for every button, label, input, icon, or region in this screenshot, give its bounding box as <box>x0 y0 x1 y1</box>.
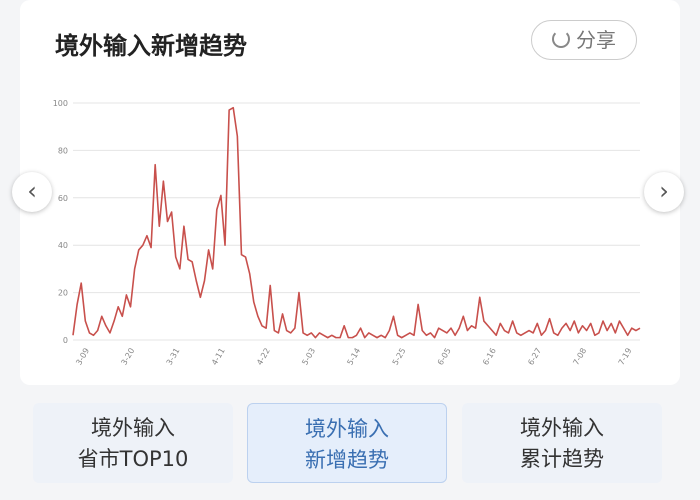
x-tick-label: 3-09 <box>74 347 91 367</box>
next-button[interactable]: › <box>644 172 684 212</box>
tab[interactable]: 境外输入省市TOP10 <box>33 403 233 483</box>
tab-line: 境外输入 <box>305 417 389 441</box>
chart: 0 20 40 60 80 100 3-09 3-20 3-31 4-11 4-22 5-03 5-14… <box>53 99 641 367</box>
x-tick-label: 5-25 <box>391 347 408 367</box>
x-tick-label: 4-11 <box>210 347 227 367</box>
line <box>72 106 641 339</box>
y-tick-label: 20 <box>58 289 68 298</box>
y-tick-label: 100 <box>53 99 68 108</box>
tab-line: 新增趋势 <box>305 448 389 472</box>
x-tick-label: 6-16 <box>481 347 498 367</box>
tab[interactable]: 境外输入 新增趋势 <box>247 403 447 483</box>
x-tick-label: 7-08 <box>571 347 588 367</box>
x-tick-label: 5-14 <box>345 347 362 367</box>
y-tick-label: 80 <box>58 146 68 155</box>
share-button[interactable]: 分享 <box>531 20 637 60</box>
y-tick-label: 0 <box>63 336 68 345</box>
x-tick-label: 3-20 <box>119 347 136 367</box>
tab-line: 境外输入 <box>91 416 175 440</box>
share-icon <box>552 30 570 48</box>
x-tick-label: 7-19 <box>617 347 634 367</box>
x-tick-label: 6-05 <box>436 347 453 367</box>
title: 境外输入新增趋势 <box>55 32 247 60</box>
share-label: 分享 <box>576 28 616 52</box>
card <box>20 0 680 385</box>
x-tick-label: 6-27 <box>526 347 543 367</box>
tab-line: 省市TOP10 <box>77 447 189 471</box>
prev-button[interactable]: ‹ <box>12 172 52 212</box>
x-tick-label: 5-03 <box>300 347 317 367</box>
x-tick-label: 4-22 <box>255 347 272 367</box>
tab-line: 境外输入 <box>520 416 604 440</box>
y-tick-label: 40 <box>58 241 68 250</box>
tab[interactable]: 境外输入 累计趋势 <box>462 403 662 483</box>
x-tick-label: 3-31 <box>165 347 182 367</box>
tab-line: 累计趋势 <box>520 447 604 471</box>
y-tick-label: 60 <box>58 194 68 203</box>
